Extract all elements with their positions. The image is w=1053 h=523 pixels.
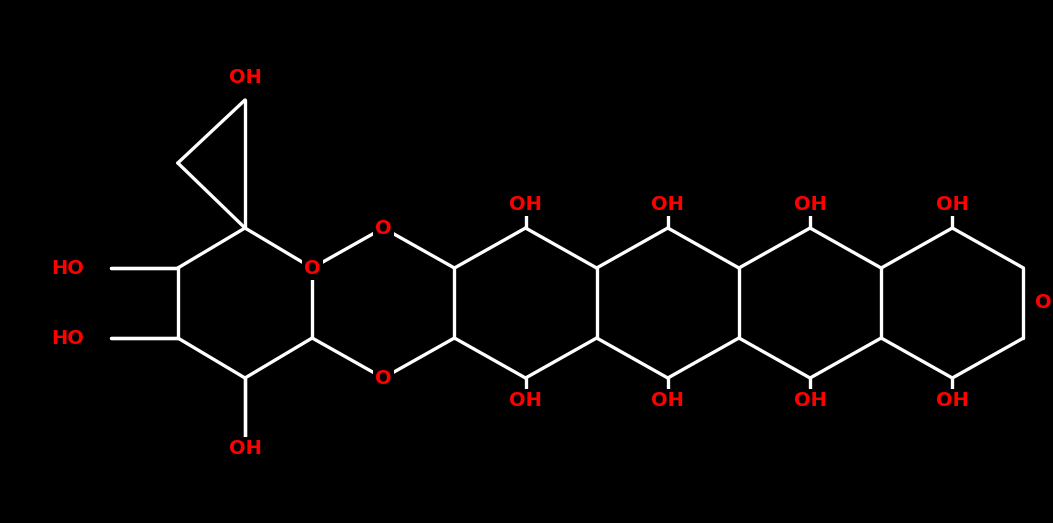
Text: HO: HO [52,258,84,278]
Text: HO: HO [52,328,84,347]
Text: OH: OH [936,391,969,410]
Text: O: O [375,369,392,388]
Text: O: O [1035,293,1052,313]
Text: OH: OH [794,391,827,410]
Text: OH: OH [794,195,827,214]
Text: O: O [304,258,320,278]
Text: OH: OH [509,195,542,214]
Text: OH: OH [936,195,969,214]
Text: OH: OH [229,439,261,458]
Text: O: O [375,219,392,237]
Text: OH: OH [652,391,684,410]
Text: OH: OH [509,391,542,410]
Text: OH: OH [652,195,684,214]
Text: OH: OH [229,68,261,87]
